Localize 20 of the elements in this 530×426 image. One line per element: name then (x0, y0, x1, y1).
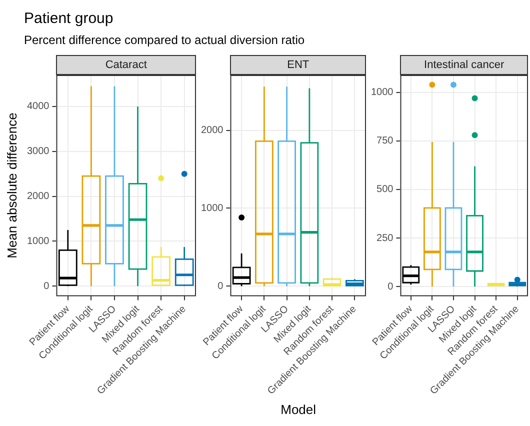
y-tick-label: 1000 (200, 202, 224, 214)
chart-title: ENT (230, 55, 366, 75)
y-tick-label: 2000 (200, 125, 224, 136)
text: Percent difference compared to actual diversion ratio (24, 33, 305, 47)
chart-title: Cataract (56, 55, 196, 75)
x-axis-title: Model (280, 402, 316, 417)
y-tick-label: 1000 (370, 87, 394, 98)
y-tick-label: 2000 (26, 191, 50, 202)
chart-title: Intestinal cancer (400, 55, 528, 75)
y-tick-label: 500 (376, 184, 394, 196)
y-tick-label: 1000 (26, 236, 50, 247)
y-tick-label: 0 (44, 280, 50, 292)
text: Patient group (24, 10, 114, 27)
y-tick-label: 750 (376, 136, 394, 147)
y-tick-label: 3000 (26, 146, 50, 158)
y-axis-title: Mean absolute difference (4, 112, 20, 258)
y-tick-label: 0 (218, 280, 224, 292)
y-tick-label: 4000 (26, 101, 50, 112)
y-tick-label: 250 (376, 232, 394, 244)
y-tick-label: 0 (388, 281, 394, 292)
